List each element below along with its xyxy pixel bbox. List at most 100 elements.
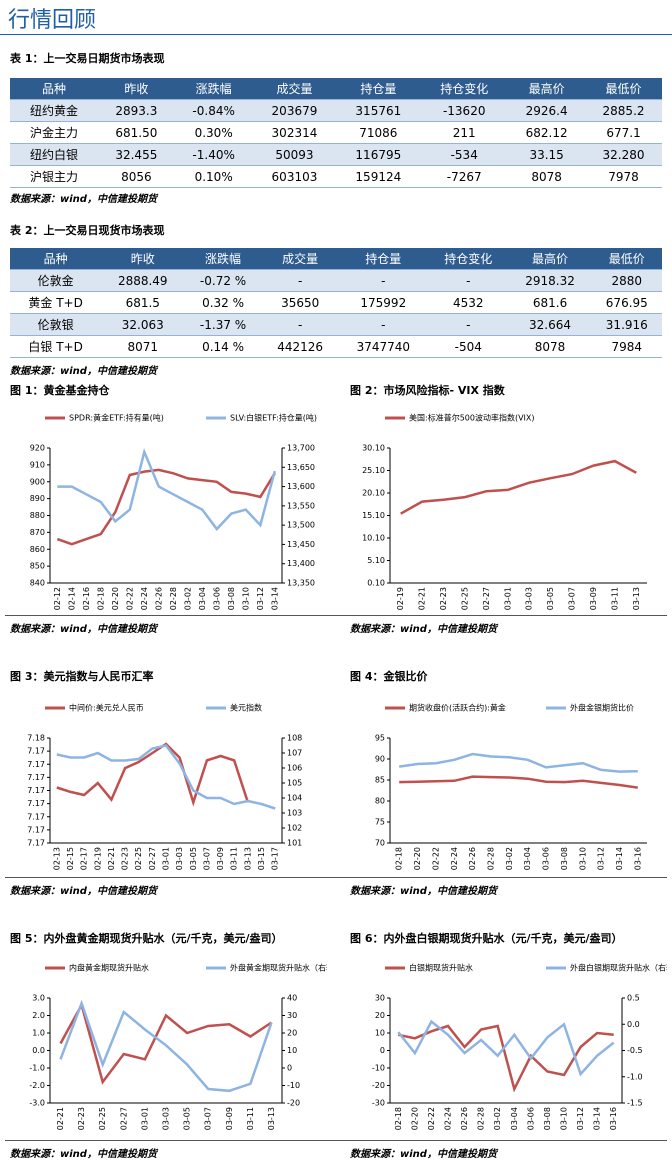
header-row: 品种 昨收 涨跌幅 成交量 持仓量 持仓变化 最高价 最低价 (10, 248, 662, 270)
x-tick-label: 03-11 (610, 587, 619, 610)
table-cell: 纽约黄金 (10, 99, 98, 122)
header-cell: 最低价 (585, 78, 662, 100)
y-tick-label: 40 (287, 994, 297, 1003)
table-caption: 表 1：上一交易日期货市场表现 (10, 52, 165, 65)
table-cell: 伦敦银 (10, 313, 102, 336)
chart: -3.0 -2.0 -1.0 0.0 1.0 2.0 3.0 -20 -10 0 10 20 30 40 0… (29, 963, 327, 1131)
series-line (397, 1019, 615, 1077)
table-row: 伦敦金 2888.49 -0.72 % - - -2918.32 2880 (10, 269, 662, 292)
table-cell: - (338, 313, 429, 336)
y-tick-label: 0.10 (367, 579, 385, 588)
y-tick-label: 900 (30, 477, 45, 486)
x-tick-label: 02-22 (427, 1107, 436, 1130)
header-cell: 持仓量 (338, 248, 429, 270)
y-tick-label: -10 (287, 1081, 300, 1090)
table-row: 沪银主力 8056 0.10% 603103 159124 -7267 8078 7978 (10, 165, 662, 188)
legend-label: 美元指数 (230, 703, 262, 713)
legend-label: 中间价:美元兑人民币 (69, 703, 144, 713)
y-tick-label: -30 (372, 1099, 385, 1108)
table-row: 纽约黄金 2893.3 -0.84% 203679 315761 -13620 2926.4… (10, 99, 662, 122)
x-tick-label: 03-08 (543, 1107, 552, 1130)
y-tick-label: 15.10 (362, 511, 385, 520)
x-tick-label: 02-24 (450, 847, 459, 870)
x-tick-label: 02-24 (444, 1107, 453, 1130)
chart: -30 -20 -10 0 10 20 30 -1.5 -1.0 -0.5 0.0 0.5 02-18 0… (372, 963, 667, 1131)
table-cell: -0.84% (174, 99, 253, 122)
y-tick-label: 13,400 (287, 559, 315, 568)
y-tick-label: 13,650 (287, 463, 315, 472)
table-cell: 白银 T+D (10, 335, 102, 358)
series-line (57, 447, 277, 531)
table-cell: -1.40% (174, 143, 253, 166)
legend-label: SPDR:黄金ETF:持有量(吨) (69, 413, 164, 423)
table-cell: 2888.49 (101, 269, 185, 292)
table-cell: 3747740 (338, 335, 429, 358)
header-cell: 成交量 (252, 78, 337, 100)
x-tick-label: 03-09 (216, 847, 225, 870)
y-tick-label: 910 (30, 460, 45, 469)
y-tick-label: 20.10 (362, 489, 385, 498)
x-tick-label: 03-05 (183, 1107, 192, 1130)
table-cell: 681.50 (97, 121, 175, 144)
table-cell: -0.72 % (184, 269, 262, 292)
section-rule (5, 877, 667, 878)
table-cell: 676.95 (591, 291, 662, 314)
x-tick-label: 03-10 (578, 847, 587, 870)
y-tick-label: -1.5 (627, 1099, 643, 1108)
chart-title: 图 2：市场风险指标- VIX 指数 (350, 384, 505, 397)
x-tick-label: 03-03 (162, 1107, 171, 1130)
x-tick-label: 03-16 (609, 1107, 618, 1130)
table-cell: 沪金主力 (10, 121, 98, 144)
x-tick-label: 03-04 (523, 847, 532, 870)
x-tick-label: 02-27 (482, 587, 491, 610)
table-cell: 159124 (336, 165, 421, 188)
header-cell: 最低价 (591, 248, 662, 270)
x-tick-label: 03-03 (175, 847, 184, 870)
y-tick-label: 13,600 (287, 482, 315, 491)
y-tick-label: 30 (375, 994, 385, 1003)
table-cell: 7984 (591, 335, 662, 358)
y-tick-label: 7.17 (27, 786, 45, 795)
y-tick-label: 85 (375, 776, 385, 785)
table-cell: 伦敦金 (10, 269, 102, 292)
table-cell: 0.30% (174, 121, 253, 144)
x-tick-label: 03-03 (525, 587, 534, 610)
legend-label: 外盘黄金期现货升贴水（右轴） (230, 963, 327, 973)
y-tick-label: 0.5 (627, 994, 640, 1003)
y-tick-label: 7.17 (27, 760, 45, 769)
source-note: 数据来源：wind，中信建投期货 (350, 624, 497, 635)
table-cell: -504 (428, 335, 509, 358)
table-cell: 71086 (336, 121, 421, 144)
x-tick-label: 02-27 (148, 847, 157, 870)
table-cell: - (261, 313, 339, 336)
x-tick-label: 02-18 (394, 1107, 403, 1130)
y-tick-label: 25.10 (362, 466, 385, 475)
y-tick-label: 101 (287, 839, 302, 848)
header-cell: 持仓量 (336, 78, 421, 100)
x-tick-label: 03-16 (633, 847, 642, 870)
y-tick-label: 880 (30, 511, 45, 520)
x-tick-label: 02-22 (125, 587, 134, 610)
y-tick-label: 10 (375, 1029, 385, 1038)
y-tick-label: 2.0 (32, 1011, 45, 1020)
x-tick-label: 03-01 (140, 1107, 149, 1130)
legend-label: 期货收盘价(活跃合约):黄金 (409, 703, 506, 713)
x-tick-label: 02-19 (396, 587, 405, 610)
table-row: 白银 T+D 8071 0.14 % 442126 3747740 -504 8078 798… (10, 335, 662, 358)
x-tick-label: 03-02 (493, 1107, 502, 1130)
x-tick-label: 03-12 (597, 847, 606, 870)
table-cell: 116795 (336, 143, 421, 166)
x-tick-label: 02-15 (66, 847, 75, 870)
header-cell: 最高价 (508, 248, 592, 270)
chart-title: 图 4：金银比价 (350, 670, 428, 683)
series-line (56, 468, 276, 546)
x-tick-label: 03-07 (568, 587, 577, 610)
series-line (400, 459, 637, 515)
y-tick-label: -2.0 (29, 1081, 45, 1090)
x-tick-label: 03-07 (202, 847, 211, 870)
title-rule (0, 34, 672, 35)
y-tick-label: 840 (30, 579, 45, 588)
y-tick-label: 70 (375, 839, 385, 848)
x-tick-label: 02-26 (154, 587, 163, 610)
y-tick-label: 102 (287, 824, 302, 833)
